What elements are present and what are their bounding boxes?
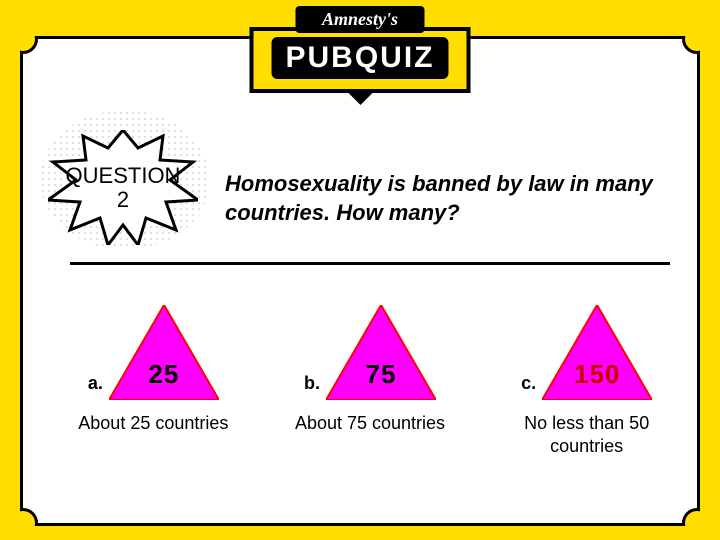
- answer-option-c[interactable]: c. 150 No less than 50 countries: [493, 300, 680, 457]
- answer-desc: About 75 countries: [295, 412, 445, 435]
- answers-row: a. 25 About 25 countries b. 75 About 75 …: [60, 300, 680, 457]
- answer-desc: About 25 countries: [78, 412, 228, 435]
- ticket-notch: [682, 24, 712, 54]
- answer-letter: c.: [521, 373, 536, 394]
- ticket-notch: [8, 508, 38, 538]
- logo: Amnesty's PUBQUIZ: [250, 6, 471, 93]
- answer-number: 75: [326, 359, 436, 390]
- answer-number: 25: [109, 359, 219, 390]
- question-label-line1: QUESTION: [66, 164, 181, 187]
- answer-letter: a.: [88, 373, 103, 394]
- brand-owner: Amnesty's: [296, 6, 424, 33]
- brand-box: PUBQUIZ: [250, 27, 471, 93]
- answer-letter: b.: [304, 373, 320, 394]
- ticket-notch: [8, 24, 38, 54]
- brand-title: PUBQUIZ: [272, 37, 449, 79]
- answer-triangle: 25: [109, 305, 219, 400]
- question-label-line2: 2: [117, 188, 129, 211]
- ticket-notch: [682, 508, 712, 538]
- answer-number: 150: [542, 359, 652, 390]
- question-burst: QUESTION 2: [48, 130, 198, 245]
- answer-desc: No less than 50 countries: [502, 412, 672, 457]
- divider: [70, 262, 670, 265]
- answer-triangle: 150: [542, 305, 652, 400]
- question-label: QUESTION 2: [48, 130, 198, 245]
- question-text: Homosexuality is banned by law in many c…: [225, 170, 655, 227]
- answer-option-b[interactable]: b. 75 About 75 countries: [277, 300, 464, 457]
- answer-option-a[interactable]: a. 25 About 25 countries: [60, 300, 247, 457]
- answer-triangle: 75: [326, 305, 436, 400]
